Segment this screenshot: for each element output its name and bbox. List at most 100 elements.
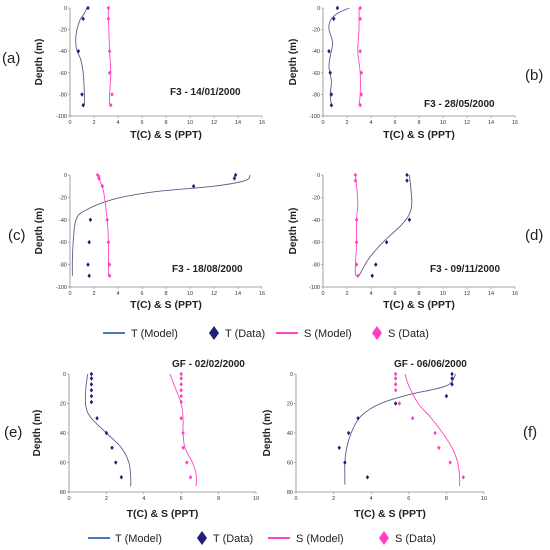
data-point-s-data [448,460,452,465]
legend-s-data-marker [372,326,382,340]
data-point-s-data [393,387,398,393]
series-line-s-model [354,174,359,276]
data-point-s-data [188,474,193,480]
panel-title: F3 - 14/01/2000 [170,87,241,98]
data-point-t-data [346,430,351,436]
x-tick-label: 4 [142,496,145,502]
series-line-s-model [169,373,197,487]
x-tick-label: 8 [164,120,167,126]
panel-title: F3 - 09/11/2000 [430,264,500,275]
x-tick-label: 4 [369,291,372,297]
panel-label: (a) [2,50,20,67]
y-tick-label: -60 [312,71,320,77]
y-tick-label: -40 [312,49,320,55]
y-tick-label: -100 [309,114,320,120]
data-point-t-data [86,262,90,267]
y-tick-label: 40 [60,431,66,437]
data-point-t-data [328,70,332,76]
data-point-t-data [104,430,109,436]
data-point-s-data [106,239,111,245]
data-point-t-data [81,102,85,108]
x-tick-label: 12 [211,291,217,297]
data-point-s-data [359,92,364,97]
data-point-t-data [384,239,389,245]
data-point-s-data [354,239,359,245]
x-tick-label: 16 [259,120,265,126]
data-point-t-data [329,92,334,97]
data-point-t-data [450,376,454,381]
data-point-t-data [95,415,99,421]
data-point-t-data [337,445,341,451]
panel-label: (d) [525,227,543,244]
x-axis-label: T(C) & S (PPT) [130,299,202,311]
panel-title: F3 - 18/08/2000 [172,264,243,275]
data-point-t-data [335,5,340,11]
y-tick-label: -100 [56,285,67,291]
series-line-s-model [357,7,361,106]
y-tick-label: -20 [312,195,320,201]
data-point-s-data [356,273,360,279]
x-tick-label: 8 [445,496,448,502]
panel-label: (b) [525,67,543,84]
series-line-s-model [404,373,461,487]
panel-title: GF - 02/02/2000 [172,359,245,370]
data-point-t-data [89,387,94,393]
x-axis-label: T(C) & S (PPT) [354,508,426,520]
data-point-s-data [358,102,362,108]
legend-t-data-marker [197,531,207,545]
legend-t-model-label: T (Model) [131,328,178,340]
data-point-t-data [327,48,331,54]
data-point-s-data [353,178,358,183]
y-tick-label: -80 [59,92,67,98]
panel-e: 0 2 4 6 8 10 0 20 40 60 80 T(C) & S (PPT) Depth (m) G… [4,359,259,520]
series-line-t-model [358,174,413,277]
legend-s-model-label: S (Model) [304,328,352,340]
x-tick-label: 6 [407,496,410,502]
data-point-s-data [433,430,437,436]
data-point-s-data [179,415,183,421]
series-line-t-model [328,7,350,106]
data-point-s-data [179,399,183,405]
data-point-s-data [107,273,112,279]
data-point-t-data [356,415,360,421]
series-line-s-model [99,174,109,276]
panel-label: (c) [8,227,26,244]
data-point-t-data [76,48,81,54]
x-tick-label: 6 [180,496,183,502]
x-tick-label: 10 [440,120,446,126]
data-point-s-data [109,102,113,108]
series-line-t-model [75,7,88,106]
y-tick-label: -40 [59,218,67,224]
y-tick-label: 0 [290,372,293,378]
data-point-s-data [393,376,398,381]
data-point-s-data [397,401,402,406]
x-tick-label: 12 [464,120,470,126]
panel-title: F3 - 28/05/2000 [424,99,495,110]
data-point-s-data [106,5,111,11]
legend-s-data-label: S (Data) [388,328,429,340]
data-point-s-data [106,16,111,22]
y-tick-label: 40 [287,431,293,437]
x-tick-label: 2 [345,291,348,297]
x-tick-label: 0 [321,291,324,297]
panel-label: (f) [523,424,537,441]
x-tick-label: 2 [345,120,348,126]
y-tick-label: -60 [59,71,67,77]
data-point-s-data [100,183,105,189]
data-point-s-data [410,415,415,421]
panel-b: 0 2 4 6 8 10 12 14 16 0 -20 -40 -60 -80 -100 T(C) & S (… [288,5,543,141]
data-point-t-data [365,474,370,480]
data-point-t-data [393,401,398,406]
x-tick-label: 4 [116,291,119,297]
x-tick-label: 4 [370,496,373,502]
data-point-s-data [95,172,100,178]
y-tick-label: 20 [60,402,66,408]
data-point-t-data [332,16,336,22]
data-point-s-data [181,430,185,436]
y-tick-label: 0 [63,372,66,378]
y-tick-label: -100 [309,285,320,291]
panel-a: 0 2 4 6 8 10 12 14 16 0 -20 -40 -60 -80 -100 T(C) & S (… [2,5,265,141]
data-point-s-data [107,70,112,76]
data-point-t-data [407,217,412,223]
data-point-t-data [81,16,85,22]
